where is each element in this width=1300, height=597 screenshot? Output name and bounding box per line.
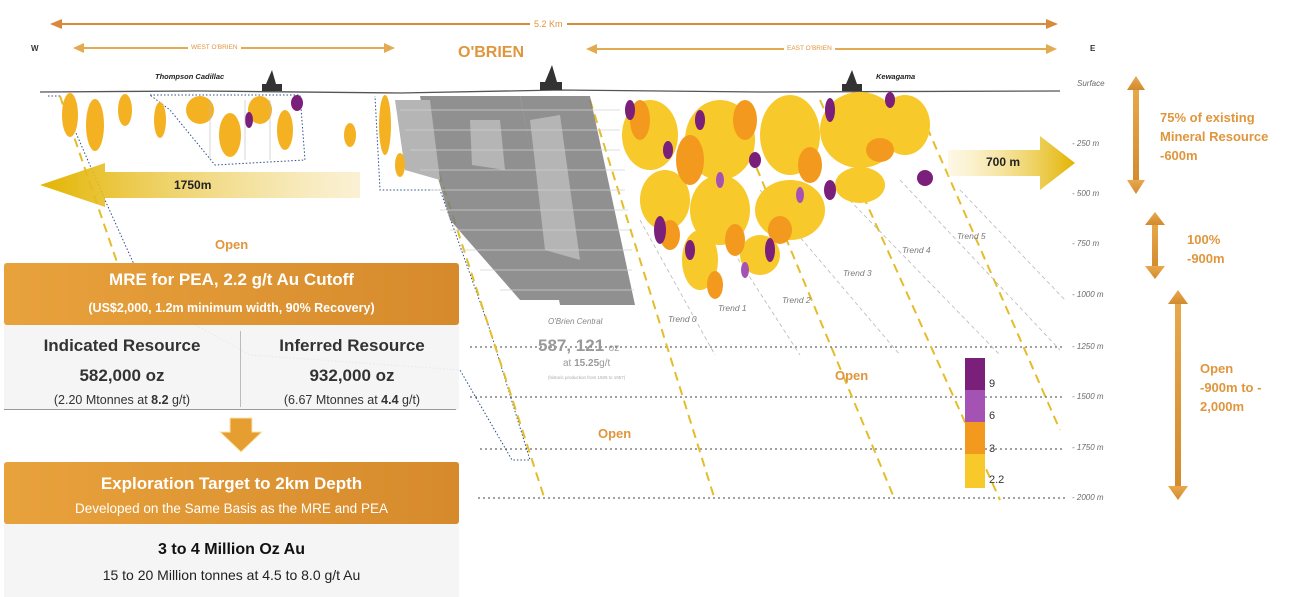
west-obrien-label: WEST O'BRIEN xyxy=(188,44,241,51)
indicated-title: Indicated Resource xyxy=(43,336,201,355)
east-extension-arrow xyxy=(948,136,1075,190)
thompson-label: Thompson Cadillac xyxy=(155,72,225,81)
trend-label: Trend 4 xyxy=(902,245,931,255)
trend-label: Trend 1 xyxy=(718,303,747,313)
legend-label: 6 xyxy=(989,410,996,422)
down-arrow xyxy=(218,417,264,453)
indicated-ounces: 582,000 oz xyxy=(79,366,165,385)
open-depth-note: Open -900m to - 2,000m xyxy=(1200,361,1262,414)
indicated-detail: (2.20 Mtonnes at 8.2 g/t) xyxy=(53,393,191,407)
west-distance-label: 1750m xyxy=(174,178,212,192)
east-obrien-label: EAST O'BRIEN xyxy=(784,45,835,52)
east-label: E xyxy=(1090,44,1096,53)
legend-label: 3 xyxy=(989,443,996,455)
total-length-label: 5.2 Km xyxy=(530,19,567,29)
depth-label: - 1250 m xyxy=(1072,342,1104,351)
depth-label: - 250 m xyxy=(1072,139,1100,148)
inferred-detail: (6.67 Mtonnes at 4.4 g/t) xyxy=(283,393,421,407)
obrien-central-label: O'Brien Central xyxy=(548,317,603,326)
inferred-ounces: 932,000 oz xyxy=(309,366,395,385)
depth-label: - 1750 m xyxy=(1072,443,1104,452)
grade-legend-swatches xyxy=(965,358,985,488)
trend-label: Trend 5 xyxy=(957,231,986,241)
obrien-central-ounces: 587, 121 oz xyxy=(538,336,620,355)
exploration-title: Exploration Target to 2km Depth xyxy=(100,474,363,493)
exploration-panel-header: Exploration Target to 2km Depth Develope… xyxy=(4,462,459,524)
open-label: Open xyxy=(835,368,869,383)
trend-label: Trend 3 xyxy=(843,268,872,278)
east-distance-label: 700 m xyxy=(986,155,1021,169)
inferred-title: Inferred Resource xyxy=(279,336,425,355)
west-mineralization xyxy=(62,93,405,177)
trend-label: Trend 2 xyxy=(782,295,811,305)
west-label: W xyxy=(31,44,39,53)
exploration-panel: Exploration Target to 2km Depth Develope… xyxy=(4,462,459,597)
mre-panel: MRE for PEA, 2.2 g/t Au Cutoff (US$2,000… xyxy=(4,263,459,410)
hundred-percent-note: 100% -900m xyxy=(1187,232,1225,266)
depth-label: - 750 m xyxy=(1072,239,1100,248)
depth-label: - 500 m xyxy=(1072,189,1100,198)
mre-title: MRE for PEA, 2.2 g/t Au Cutoff xyxy=(109,270,354,289)
column-divider xyxy=(240,331,241,407)
mre-subtitle: (US$2,000, 1.2m minimum width, 90% Recov… xyxy=(88,301,375,315)
legend-label: 2.2 xyxy=(989,474,1005,486)
depth-label: - 2000 m xyxy=(1072,493,1104,502)
kewagama-label: Kewagama xyxy=(876,72,916,81)
surface-line xyxy=(39,89,1061,94)
obrien-central-note: (historic production from 1926 to 1957) xyxy=(548,375,626,380)
depth-span-arrows xyxy=(1127,76,1188,500)
open-label: Open xyxy=(215,237,249,252)
obrien-central-grade: at 15.25g/t xyxy=(563,358,611,369)
mre-panel-header: MRE for PEA, 2.2 g/t Au Cutoff (US$2,000… xyxy=(4,263,459,325)
exploration-target: 3 to 4 Million Oz Au xyxy=(158,541,305,558)
exploration-detail: 15 to 20 Million tonnes at 4.5 to 8.0 g/… xyxy=(102,567,361,583)
depth-label: Surface xyxy=(1077,79,1105,88)
headframe-icon xyxy=(262,65,862,91)
open-label: Open xyxy=(598,426,632,441)
existing-resource-note: 75% of existing Mineral Resource -600m xyxy=(1160,110,1269,163)
obrien-title: O'BRIEN xyxy=(458,44,525,61)
east-mineralization xyxy=(622,92,933,299)
depth-label: - 1500 m xyxy=(1072,392,1104,401)
depth-label: - 1000 m xyxy=(1072,290,1104,299)
trend-label: Trend 0 xyxy=(668,314,697,324)
exploration-subtitle: Developed on the Same Basis as the MRE a… xyxy=(75,501,388,516)
west-extension-arrow xyxy=(40,163,360,207)
legend-label: 9 xyxy=(989,378,996,390)
panel-divider xyxy=(4,409,456,410)
